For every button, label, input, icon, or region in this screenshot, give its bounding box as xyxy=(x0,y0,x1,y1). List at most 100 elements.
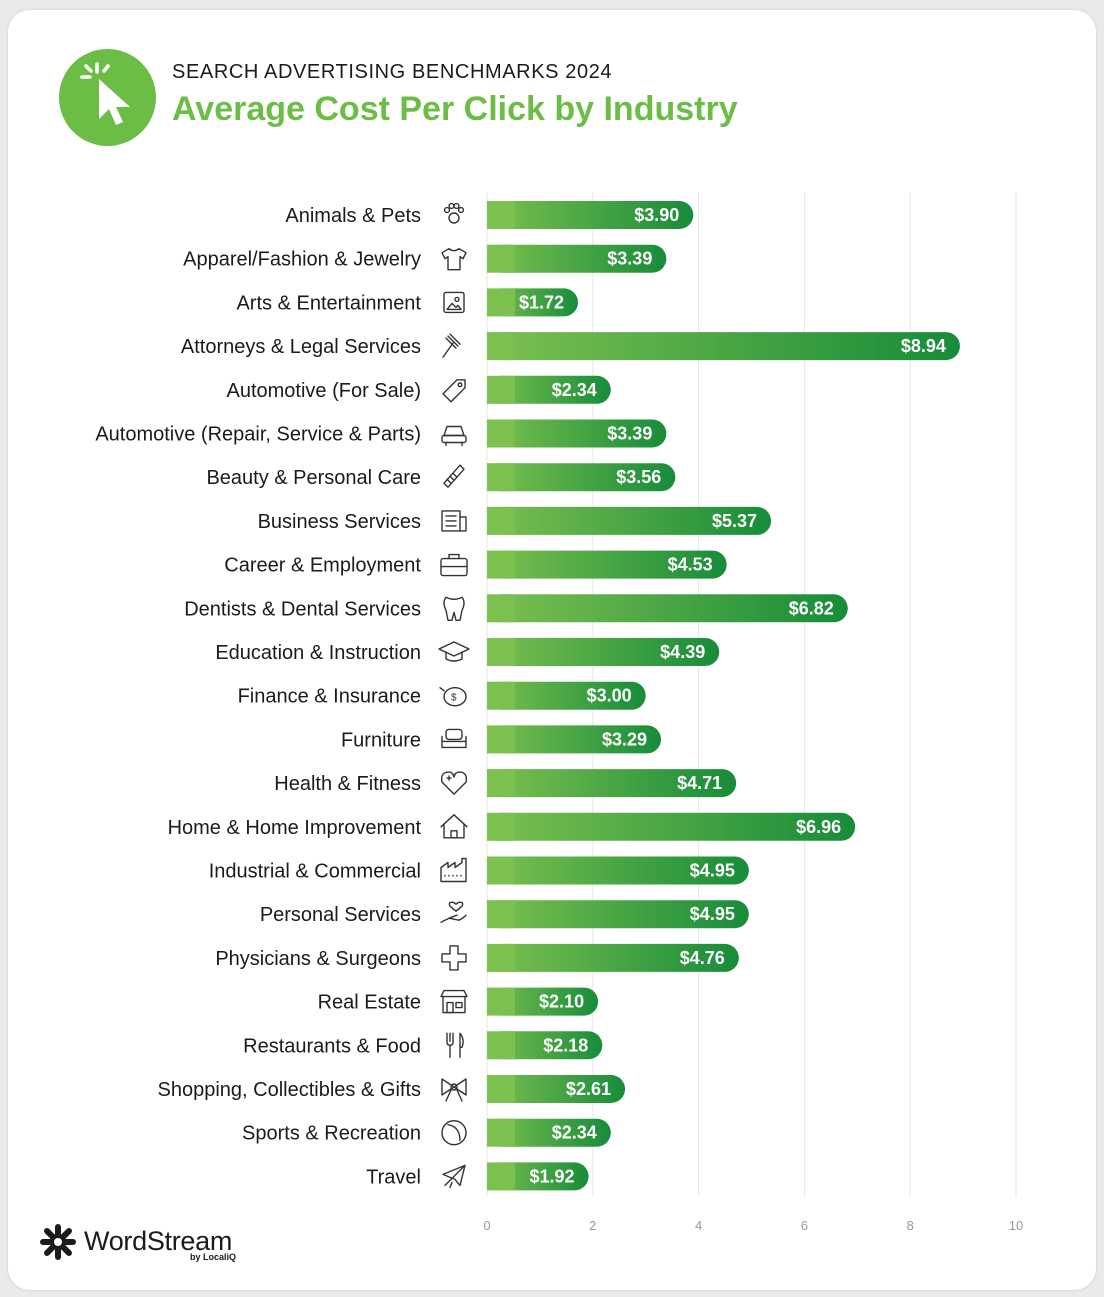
bar-base xyxy=(487,1075,515,1103)
bar xyxy=(487,463,676,492)
value-label: $4.53 xyxy=(668,555,713,575)
bar xyxy=(487,900,749,929)
x-tick-label: 4 xyxy=(695,1218,702,1233)
document-icon xyxy=(441,510,467,532)
x-tick-label: 2 xyxy=(589,1218,596,1233)
category-label: Beauty & Personal Care xyxy=(206,467,421,489)
bar-base xyxy=(487,419,515,448)
value-label: $3.90 xyxy=(634,205,679,225)
bar xyxy=(487,812,856,841)
bar xyxy=(487,332,960,361)
bar-base xyxy=(487,681,515,710)
bar-base xyxy=(487,725,515,754)
bar-base xyxy=(487,769,515,798)
bar-base xyxy=(487,550,515,579)
x-axis-ticks: 0 2 4 6 8 10 xyxy=(483,1218,1023,1233)
category-label: Travel xyxy=(366,1166,421,1188)
heart-icon xyxy=(440,771,468,795)
bar-base xyxy=(487,594,515,623)
medical-cross-icon xyxy=(441,945,467,971)
bar xyxy=(487,856,749,885)
category-label: Automotive (Repair, Service & Parts) xyxy=(95,424,421,446)
bar xyxy=(487,201,694,229)
value-label: $3.00 xyxy=(587,686,632,706)
x-tick-label: 0 xyxy=(483,1218,490,1233)
category-label: Real Estate xyxy=(318,992,421,1014)
category-label: Education & Instruction xyxy=(215,642,421,664)
bar-base xyxy=(487,375,515,404)
value-label: $3.56 xyxy=(616,467,661,487)
value-label: $2.10 xyxy=(539,992,584,1012)
bar-base xyxy=(487,506,515,535)
brand-name: WordStream xyxy=(84,1226,233,1256)
category-label: Career & Employment xyxy=(224,555,421,577)
tooth-icon xyxy=(443,596,465,621)
picture-frame-icon xyxy=(443,291,465,314)
value-label: $3.39 xyxy=(607,424,652,444)
category-label: Automotive (For Sale) xyxy=(226,380,421,402)
value-label: $6.82 xyxy=(789,598,834,618)
category-label: Health & Fitness xyxy=(274,773,421,795)
value-label: $1.72 xyxy=(519,292,564,312)
category-label: Restaurants & Food xyxy=(243,1035,421,1057)
value-label: $2.18 xyxy=(543,1035,588,1055)
gavel-icon xyxy=(442,333,461,358)
category-label: Sports & Recreation xyxy=(242,1123,421,1145)
bar xyxy=(487,769,737,798)
value-label: $2.34 xyxy=(552,1123,597,1143)
chart-title: Average Cost Per Click by Industry xyxy=(172,90,738,128)
x-tick-label: 10 xyxy=(1009,1218,1023,1233)
category-label: Industrial & Commercial xyxy=(209,861,421,883)
bar xyxy=(487,681,646,710)
value-label: $1.92 xyxy=(530,1166,575,1186)
value-label: $8.94 xyxy=(901,336,946,356)
category-label: Furniture xyxy=(341,729,421,751)
bar-base xyxy=(487,332,515,361)
ball-icon xyxy=(441,1119,467,1146)
value-label: $4.95 xyxy=(690,904,735,924)
bar xyxy=(487,638,720,666)
bars: $3.90 $3.39 $1.72 $8.94 $2.34 $3.39 $3.56 $5.37… xyxy=(487,201,960,1191)
value-label: $4.95 xyxy=(690,861,735,881)
bar-base xyxy=(487,638,515,666)
bar xyxy=(487,375,611,404)
cursor-click-logo-icon xyxy=(59,49,156,146)
bar xyxy=(487,1075,626,1103)
category-label: Animals & Pets xyxy=(285,205,421,227)
bar-base xyxy=(487,288,515,317)
bow-icon xyxy=(441,1078,467,1102)
category-label: Shopping, Collectibles & Gifts xyxy=(158,1079,421,1101)
value-label: $4.71 xyxy=(677,773,722,793)
paw-icon xyxy=(443,202,465,224)
x-tick-label: 8 xyxy=(907,1218,914,1233)
category-label: Business Services xyxy=(258,511,421,533)
value-label: $2.34 xyxy=(552,380,597,400)
bar xyxy=(487,594,848,623)
wordstream-logo-icon xyxy=(38,1222,78,1267)
category-labels: Animals & Pets Apparel/Fashion & Jewelry A… xyxy=(95,205,421,1188)
bar-base xyxy=(487,943,515,972)
graduation-cap-icon xyxy=(438,641,470,662)
brand-byline: by LocaliQ xyxy=(190,1252,237,1262)
bar-base xyxy=(487,1162,515,1191)
category-label: Personal Services xyxy=(260,904,421,926)
bar-base xyxy=(487,244,515,273)
value-label: $3.39 xyxy=(607,249,652,269)
house-icon xyxy=(440,814,468,839)
bar-base xyxy=(487,987,515,1016)
value-label: $6.96 xyxy=(796,817,841,837)
category-label: Apparel/Fashion & Jewelry xyxy=(183,249,421,271)
value-label: $4.76 xyxy=(680,948,725,968)
bar-base xyxy=(487,1031,515,1060)
bar xyxy=(487,419,667,448)
briefcase-icon xyxy=(440,553,468,577)
category-label: Dentists & Dental Services xyxy=(184,598,421,620)
bar xyxy=(487,1031,603,1060)
storefront-icon xyxy=(440,989,468,1014)
industry-icons: $ xyxy=(438,202,470,1189)
comb-icon xyxy=(443,464,465,488)
bar xyxy=(487,1118,611,1147)
bar-base xyxy=(487,1118,515,1147)
value-label: $5.37 xyxy=(712,511,757,531)
